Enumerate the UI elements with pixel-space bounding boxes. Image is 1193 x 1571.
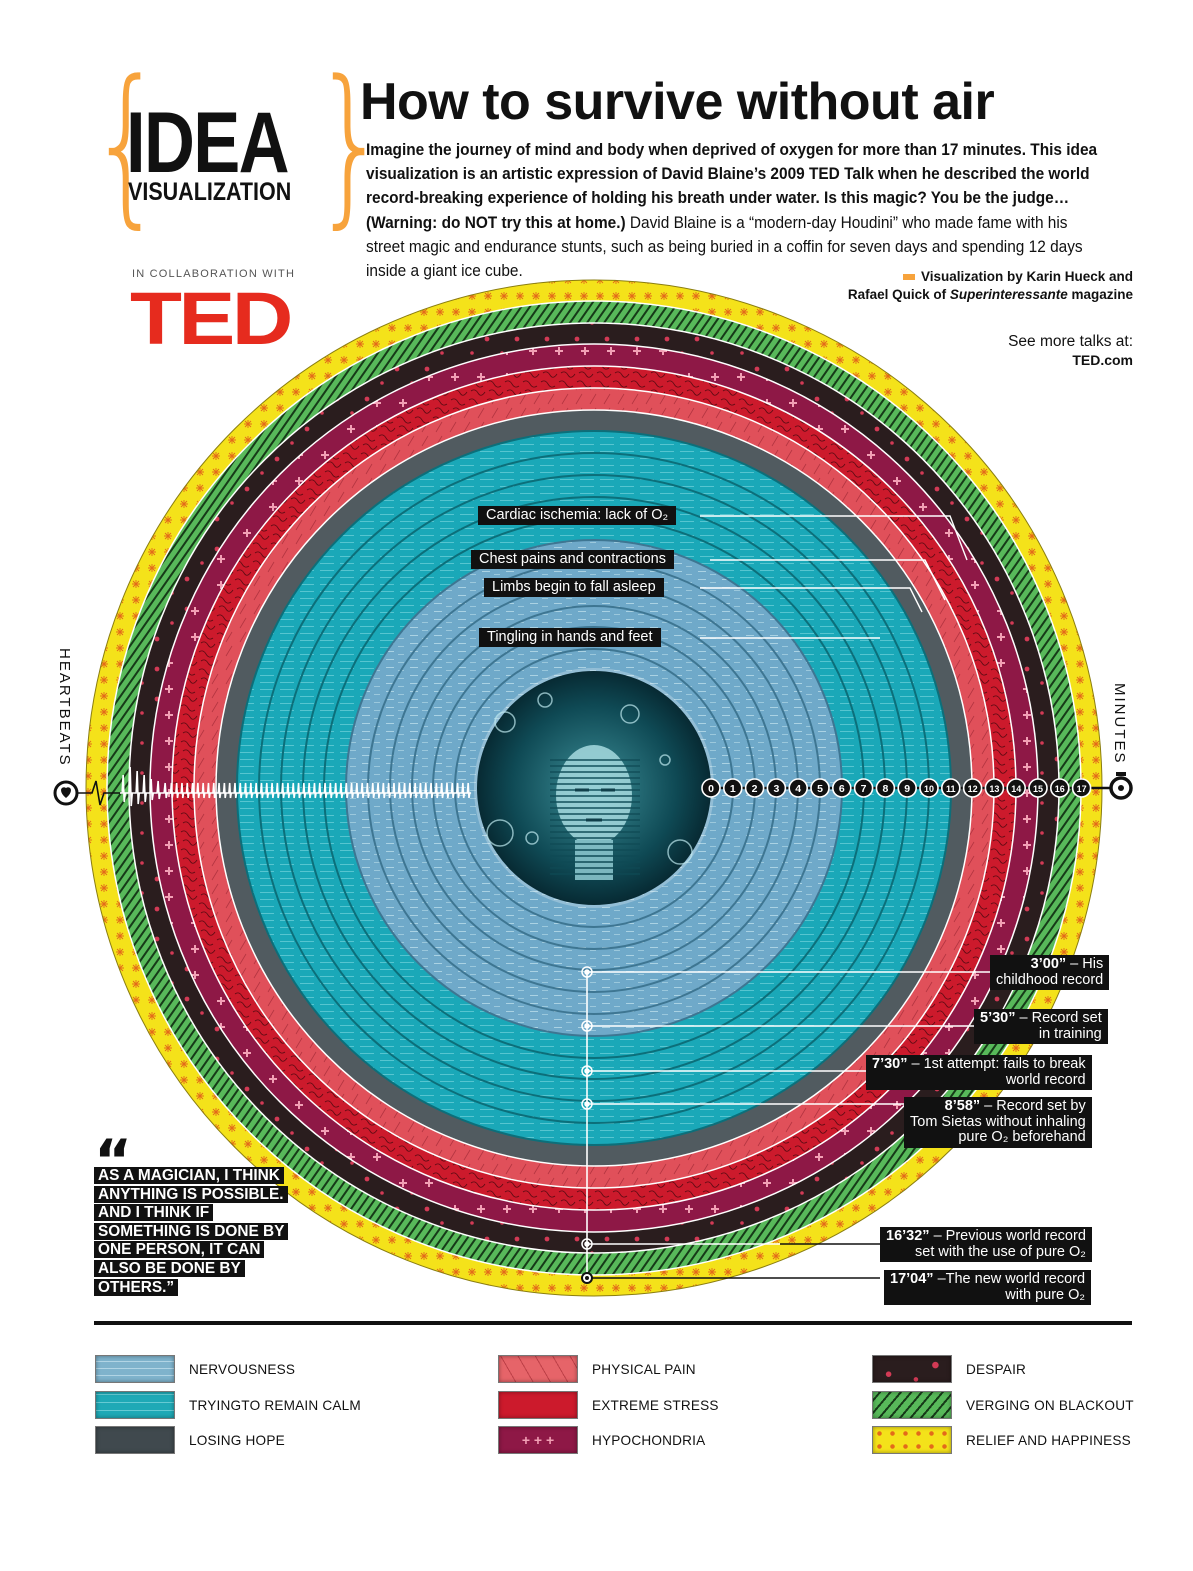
heartbeat-trace <box>53 766 472 807</box>
credit-line-2a: Rafael Quick of <box>847 287 950 302</box>
body-event-label: Tingling in hands and feet <box>479 628 661 647</box>
bubbles <box>486 692 693 865</box>
minute-tick-label: 10 <box>924 784 934 794</box>
record-label: 17’04” –The new world record with pure O… <box>884 1270 1092 1305</box>
minute-tick <box>1071 778 1092 798</box>
legend-swatch <box>95 1355 175 1383</box>
legend-swatch <box>872 1391 952 1419</box>
record-label: 7’30” – 1st attempt: fails to break worl… <box>866 1055 1092 1090</box>
ted-logo: TED <box>130 277 293 360</box>
legend-item-nervousness: NERVOUSNESS <box>95 1355 295 1383</box>
record-label: 5’30” – Record set in training <box>974 1009 1108 1044</box>
minute-tick-label: 13 <box>989 784 999 794</box>
legend-swatch <box>95 1426 175 1454</box>
legend-item-calm: TRYINGTO REMAIN CALM <box>95 1391 361 1419</box>
minute-tick-label: 1 <box>730 783 736 795</box>
record-label: 16’32” – Previous world record set with … <box>880 1227 1092 1262</box>
body-event-label: Limbs begin to fall asleep <box>484 578 664 597</box>
record-label: 8’58” – Record set by Tom Sietas without… <box>904 1097 1092 1148</box>
legend-swatch <box>95 1391 175 1419</box>
legend-item-extreme-stress: EXTREME STRESS <box>498 1391 719 1419</box>
collab-label: IN COLLABORATION WITH <box>132 268 296 280</box>
credit-swatch <box>902 274 915 281</box>
credit-line-2c: magazine <box>1067 287 1133 302</box>
minute-tick <box>722 778 743 798</box>
minute-tick <box>766 778 787 798</box>
minute-tick <box>831 778 852 798</box>
minute-tick <box>919 778 939 798</box>
minute-tick <box>701 778 721 798</box>
minutes-axis-label: MINUTES <box>1111 683 1128 765</box>
minute-tick <box>984 778 1005 798</box>
minute-tick <box>1050 778 1070 798</box>
minute-tick-label: 7 <box>861 783 867 795</box>
legend-swatch: + + + <box>498 1426 578 1454</box>
minute-tick-label: 12 <box>968 784 978 794</box>
quote-text: AS A MAGICIAN, I THINK ANYTHING IS POSSI… <box>94 1167 289 1296</box>
logo-idea: IDEA <box>126 95 290 191</box>
credit: Visualization by Karin Hueck and Rafael … <box>848 268 1133 304</box>
emotion-rings <box>85 279 1103 1297</box>
legend-item-hypochondria: + + + HYPOCHONDRIA <box>498 1426 705 1454</box>
minute-tick <box>875 778 896 798</box>
minute-tick <box>897 778 918 798</box>
minute-tick-label: 14 <box>1011 784 1021 794</box>
minute-tick <box>788 778 809 798</box>
legend-item-physical-pain: PHYSICAL PAIN <box>498 1355 696 1383</box>
minute-tick-label: 4 <box>795 783 801 795</box>
legend-swatch <box>872 1355 952 1383</box>
legend-swatch <box>498 1391 578 1419</box>
logo-brace-open: { <box>88 43 166 244</box>
minute-tick-label: 5 <box>817 783 823 795</box>
legend-item-losing-hope: LOSING HOPE <box>95 1426 285 1454</box>
record-leaders <box>581 966 990 1284</box>
minute-tick <box>940 778 961 798</box>
portrait-face <box>550 745 640 880</box>
legend-item-despair: DESPAIR <box>872 1355 1026 1383</box>
logo-visualization: VISUALIZATION <box>128 178 292 206</box>
minute-tick-label: 15 <box>1033 784 1043 794</box>
legend-item-blackout: VERGING ON BLACKOUT <box>872 1391 1134 1419</box>
minute-tick-label: 2 <box>752 783 758 795</box>
credit-magazine: Superinteressante <box>949 287 1068 302</box>
minute-tick-label: 3 <box>773 783 779 795</box>
minute-tick-label: 6 <box>839 783 845 795</box>
logo-brace-close: } <box>312 43 390 244</box>
intro-bold: Imagine the journey of mind and body whe… <box>366 141 1098 232</box>
minute-tick <box>853 778 874 798</box>
minute-tick-label: 8 <box>882 783 888 795</box>
heartbeats-axis-label: HEARTBEATS <box>56 648 73 767</box>
intro-regular: David Blaine is a “modern-day Houdini” w… <box>366 213 1083 281</box>
minute-tick <box>1006 778 1027 798</box>
minute-tick <box>1028 778 1048 798</box>
record-label: 3’00” – His childhood record <box>990 955 1110 990</box>
page-title: How to survive without air <box>360 73 995 131</box>
divider <box>94 1321 1132 1325</box>
minute-tick-label: 0 <box>708 783 714 795</box>
minute-axis: 0 1 2 3 4 5 6 7 8 9 10 11 12 13 14 15 16 17 <box>701 772 1133 800</box>
body-event-label: Cardiac ischemia: lack of O₂ <box>478 506 677 525</box>
minute-tick-label: 16 <box>1055 784 1065 794</box>
minute-tick <box>962 778 983 798</box>
minute-tick-label: 11 <box>946 784 956 794</box>
minute-tick-label: 17 <box>1077 784 1087 794</box>
quote: AS A MAGICIAN, I THINK ANYTHING IS POSSI… <box>94 1167 294 1297</box>
body-event-leaders <box>700 515 968 639</box>
minute-tick <box>744 778 765 798</box>
legend-swatch <box>872 1426 952 1454</box>
see-more: See more talks at: TED.com <box>1008 332 1133 370</box>
body-event-label: Chest pains and contractions <box>471 550 674 569</box>
legend-swatch <box>498 1355 578 1383</box>
intro-text: Imagine the journey of mind and body whe… <box>366 138 1099 283</box>
see-more-label: See more talks at: <box>1008 333 1133 350</box>
minute-tick <box>810 778 830 798</box>
legend-item-relief: RELIEF AND HAPPINESS <box>872 1426 1131 1454</box>
minute-tick-label: 9 <box>904 783 910 795</box>
credit-line-1: Visualization by Karin Hueck and <box>920 269 1133 284</box>
ted-link[interactable]: TED.com <box>1072 352 1133 368</box>
